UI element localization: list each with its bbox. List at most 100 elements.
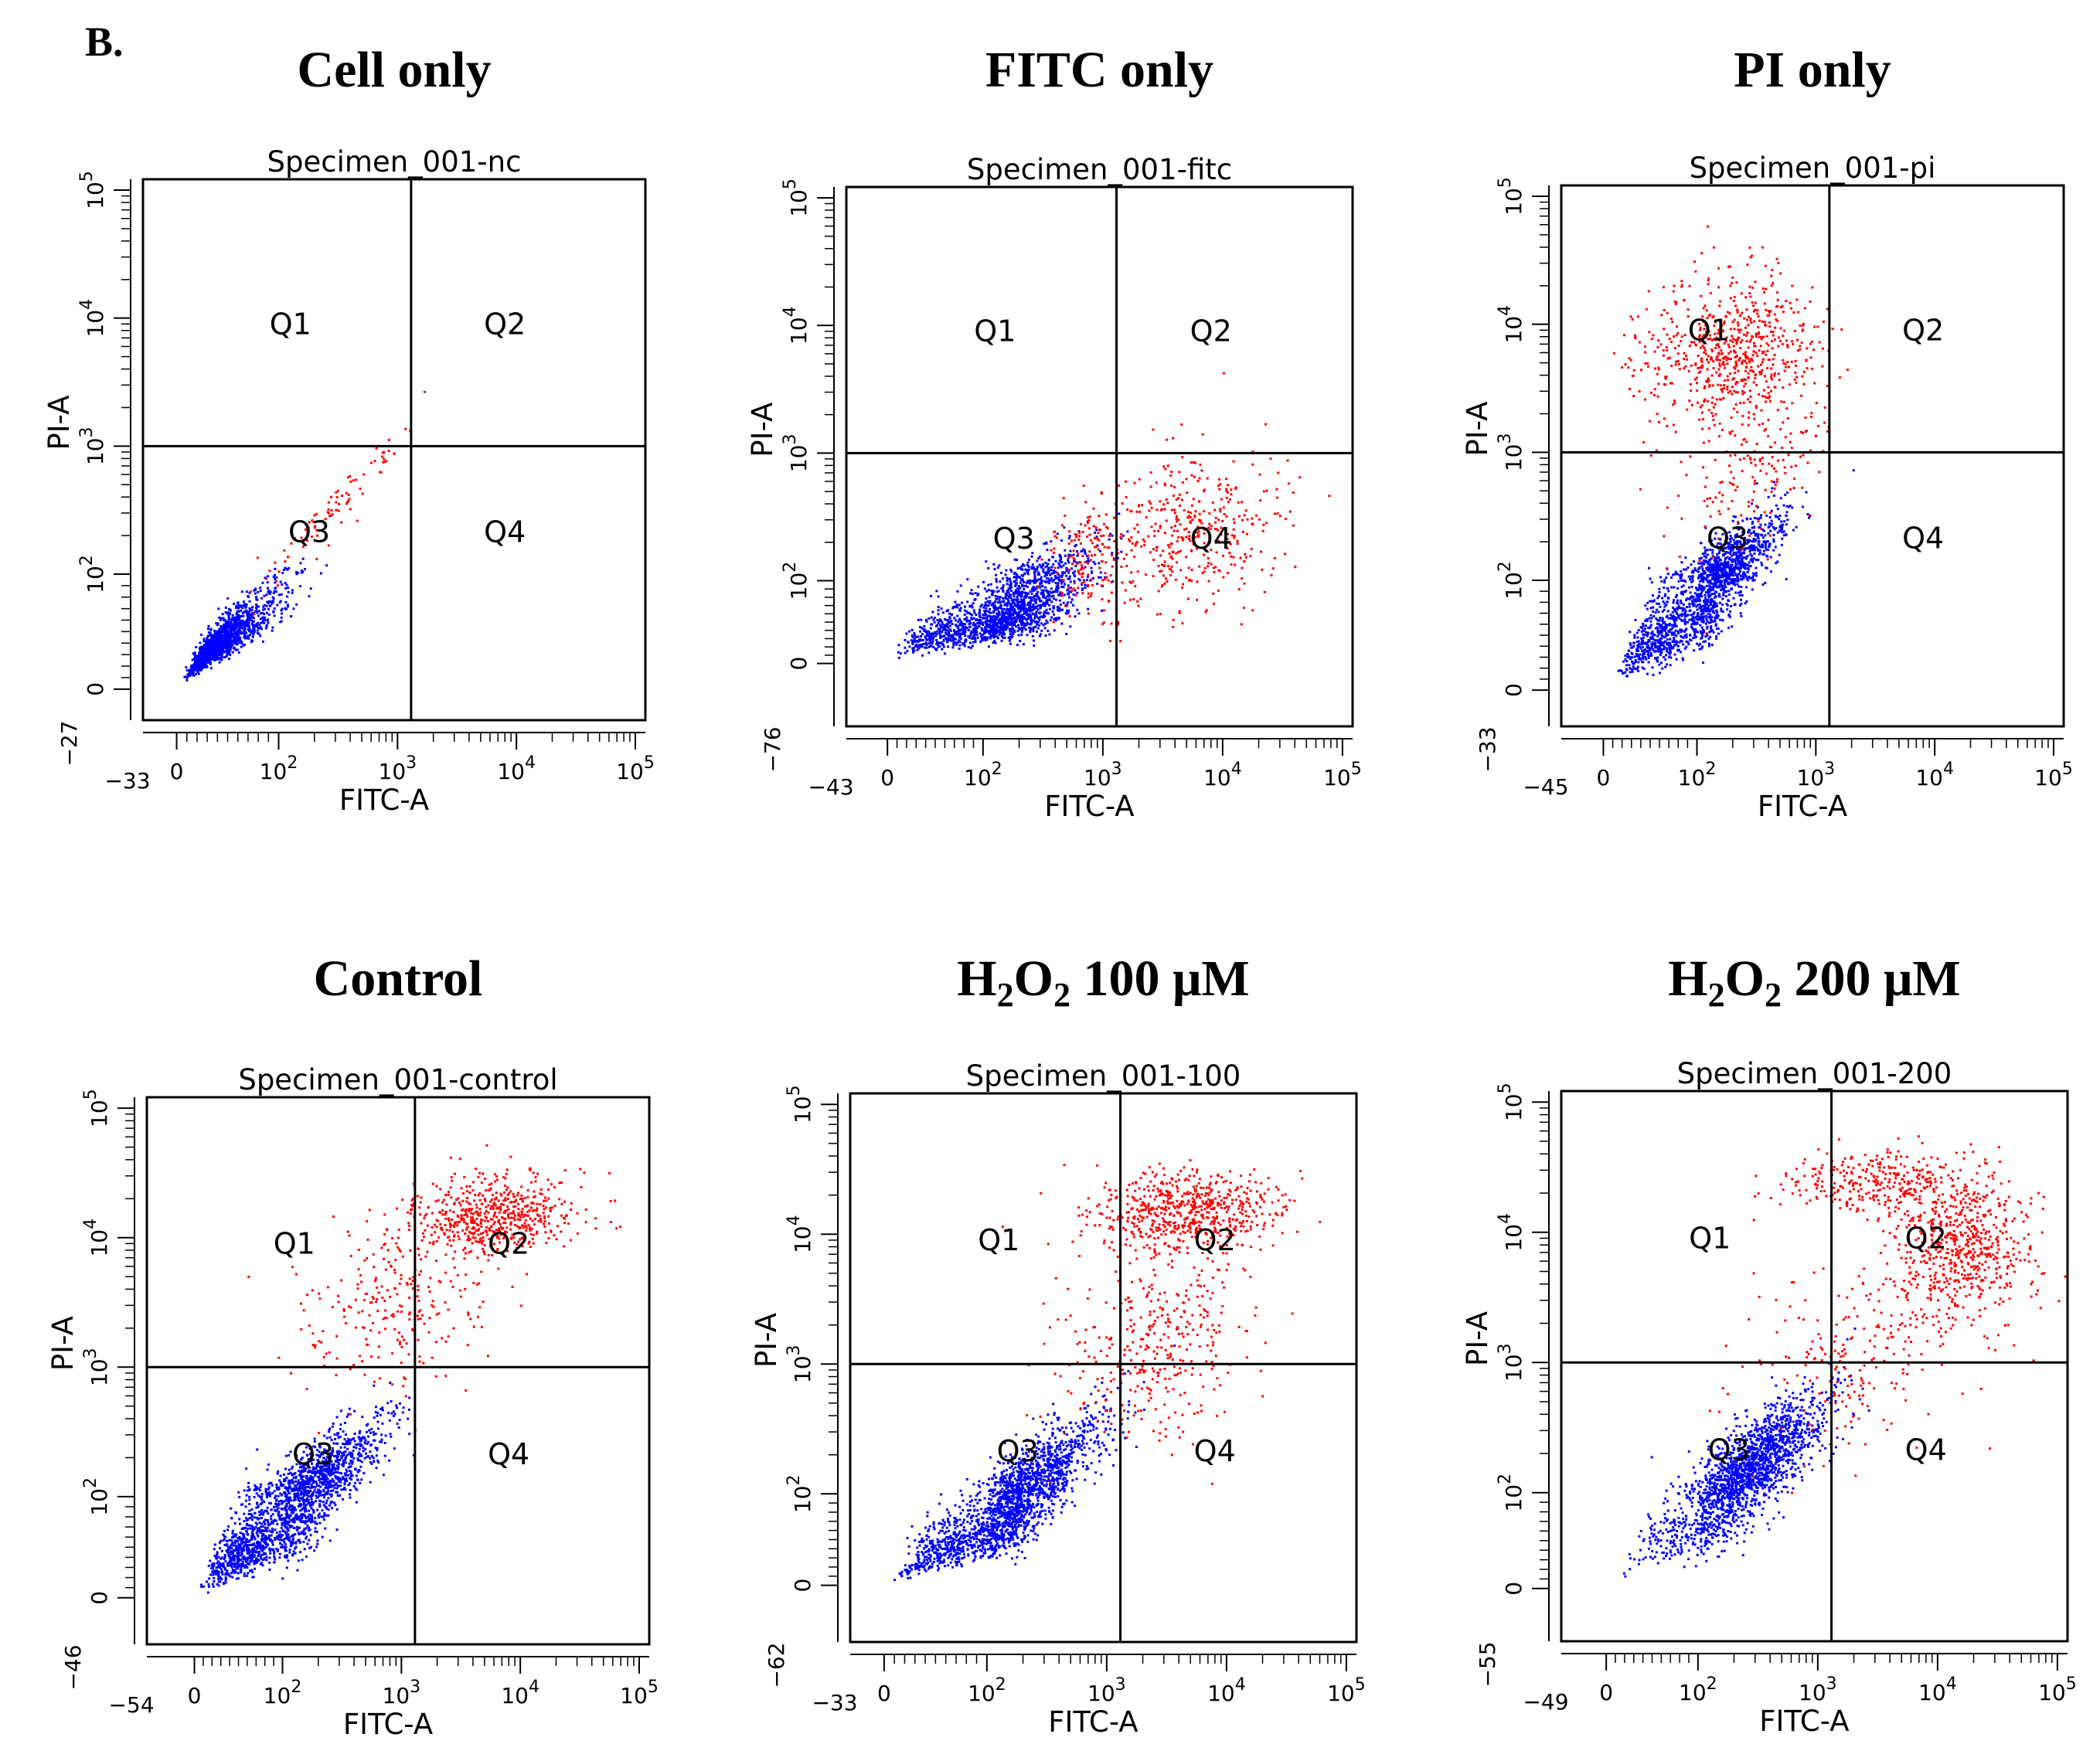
event-dot — [1012, 591, 1015, 594]
event-dot — [206, 665, 208, 668]
event-dot — [938, 620, 941, 623]
event-dot — [942, 628, 945, 631]
event-dot — [1243, 582, 1246, 585]
event-dot — [267, 600, 271, 603]
event-dot — [1142, 538, 1145, 541]
event-dot — [976, 636, 979, 639]
event-dot — [1640, 637, 1643, 640]
event-dot — [262, 617, 265, 620]
event-dot — [1101, 542, 1104, 546]
event-dot — [1064, 571, 1067, 574]
event-dot — [989, 607, 992, 610]
event-dot — [223, 656, 226, 658]
x-axis-title: FITC-A — [339, 784, 429, 817]
event-dot — [923, 646, 926, 649]
event-dot — [992, 604, 996, 607]
event-dot — [299, 585, 302, 588]
event-dot — [981, 621, 984, 624]
event-dot — [992, 563, 996, 566]
event-dot — [1038, 597, 1041, 600]
event-dot — [1173, 512, 1176, 515]
event-dot — [1026, 580, 1030, 583]
y-tick-exp: 2 — [77, 555, 97, 566]
event-dot — [246, 624, 249, 627]
event-dot — [265, 593, 268, 597]
y-tick-exp: 3 — [781, 434, 800, 445]
event-dot — [988, 601, 991, 604]
event-dot — [209, 642, 212, 645]
event-dot — [251, 606, 254, 609]
event-dot — [1001, 600, 1004, 603]
event-dot — [206, 658, 209, 661]
event-dot — [1178, 471, 1181, 474]
event-dot — [1070, 555, 1073, 558]
event-dot — [948, 612, 951, 615]
event-dot — [1659, 605, 1662, 608]
event-dot — [941, 643, 944, 646]
event-dot — [1087, 562, 1089, 565]
event-dot — [248, 624, 250, 627]
event-dot — [989, 583, 992, 586]
event-dot — [1118, 512, 1121, 515]
event-dot — [995, 580, 998, 583]
event-dot — [247, 630, 250, 633]
event-dot — [949, 634, 952, 637]
event-dot — [1177, 535, 1180, 539]
event-dot — [974, 641, 977, 644]
event-dot — [1020, 631, 1023, 634]
event-dot — [204, 663, 207, 666]
event-dot — [921, 639, 924, 641]
event-dot — [280, 593, 283, 596]
event-dot — [1010, 604, 1013, 607]
panel-title: PI only — [1734, 42, 1891, 98]
event-dot — [1173, 485, 1176, 488]
event-dot — [1196, 480, 1200, 482]
event-dot — [1009, 602, 1011, 605]
event-dot — [1045, 619, 1048, 622]
event-dot — [1198, 512, 1201, 515]
event-dot — [1057, 578, 1060, 581]
event-dot — [195, 646, 198, 648]
event-dot — [1628, 664, 1631, 667]
event-dot — [245, 623, 248, 626]
event-dot — [996, 590, 999, 593]
event-dot — [265, 624, 268, 627]
event-dot — [1054, 619, 1057, 622]
event-dot — [1200, 469, 1203, 472]
event-dot — [1028, 558, 1030, 561]
event-dot — [958, 608, 962, 611]
event-dot — [1169, 574, 1173, 576]
event-dot — [223, 642, 226, 644]
event-dot — [381, 451, 384, 454]
event-dot — [930, 636, 933, 639]
event-dot — [251, 620, 254, 623]
event-dot — [1048, 593, 1051, 597]
event-dot — [1032, 630, 1035, 633]
event-dot — [963, 614, 966, 616]
event-dot — [1180, 423, 1183, 426]
event-dot — [1023, 584, 1026, 587]
event-dot — [961, 601, 964, 604]
event-dot — [203, 637, 206, 641]
event-dot — [202, 647, 205, 650]
event-dot — [1014, 590, 1017, 593]
event-dot — [1053, 547, 1056, 550]
event-dot — [266, 619, 269, 622]
event-dot — [1050, 549, 1053, 552]
event-dot — [1094, 553, 1097, 556]
event-dot — [1002, 584, 1005, 587]
event-dot — [914, 634, 917, 637]
y-tick-label: 102 — [781, 562, 812, 600]
event-dot — [1089, 559, 1092, 562]
event-dot — [1223, 513, 1226, 515]
event-dot — [1084, 501, 1087, 504]
event-dot — [1170, 526, 1173, 529]
event-dot — [969, 641, 972, 644]
event-dot — [1702, 617, 1705, 620]
event-dot — [206, 644, 209, 648]
event-dot — [1126, 530, 1129, 533]
event-dot — [933, 620, 936, 624]
event-dot — [236, 619, 239, 622]
event-dot — [960, 621, 962, 624]
event-dot — [1276, 496, 1278, 499]
